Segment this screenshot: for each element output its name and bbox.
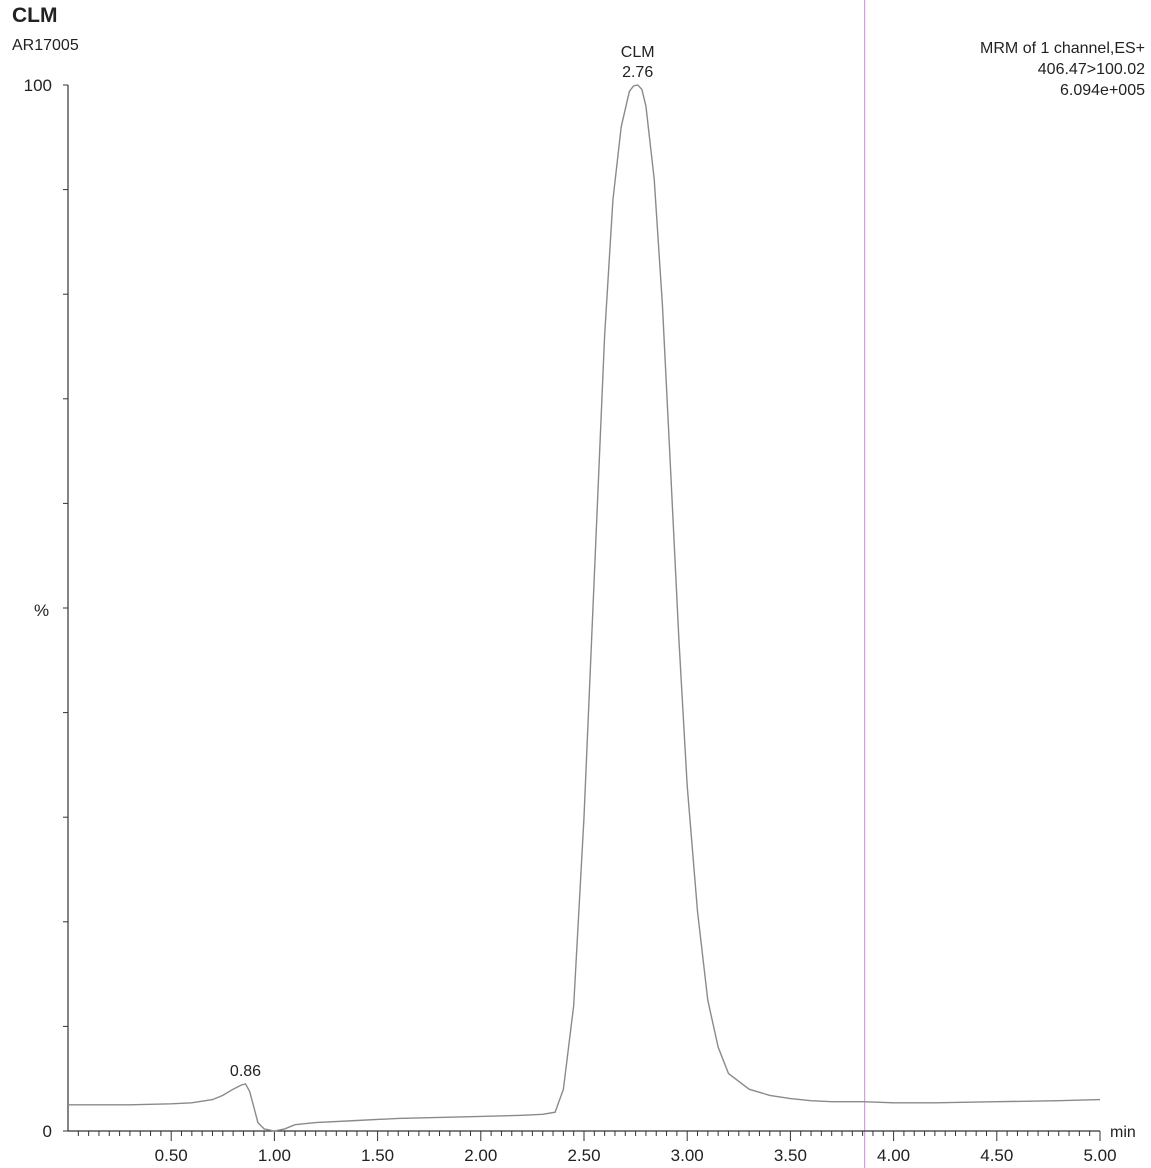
x-axis-label: min (1110, 1124, 1136, 1141)
y-tick-label: 0 (43, 1122, 52, 1141)
x-tick-label: 3.50 (774, 1146, 807, 1165)
chart-axes (63, 0, 1101, 1168)
x-tick-label: 3.00 (671, 1146, 704, 1165)
peak-rt-label: 2.76 (622, 64, 653, 81)
x-tick-label: 5.00 (1083, 1146, 1116, 1165)
y-axis-label: % (34, 601, 50, 620)
chart-labels: 0.50 1.00 1.50 2.00 2.50 3.00 3.50 4.00 4.50 5.00… (24, 44, 1117, 1165)
x-tick-label: 2.00 (464, 1146, 497, 1165)
x-tick-label: 0.50 (155, 1146, 188, 1165)
mrm-transition: 406.47>100.02 (1037, 61, 1145, 78)
peak-name-label: CLM (621, 44, 655, 61)
compound-title: CLM (12, 4, 58, 27)
x-tick-label: 1.00 (258, 1146, 291, 1165)
sample-id: AR17005 (12, 37, 79, 54)
x-tick-label: 4.00 (877, 1146, 910, 1165)
y-tick-label: 100 (24, 76, 52, 95)
x-tick-label: 4.50 (980, 1146, 1013, 1165)
peak-rt-label: 0.86 (230, 1063, 261, 1080)
x-tick-label: 2.50 (567, 1146, 600, 1165)
channel-info: MRM of 1 channel,ES+ (980, 40, 1145, 57)
chromatogram-line (68, 84, 1101, 1132)
intensity-value: 6.094e+005 (1060, 82, 1145, 99)
x-tick-label: 1.50 (361, 1146, 394, 1165)
chromatogram-trace (68, 84, 1101, 1132)
